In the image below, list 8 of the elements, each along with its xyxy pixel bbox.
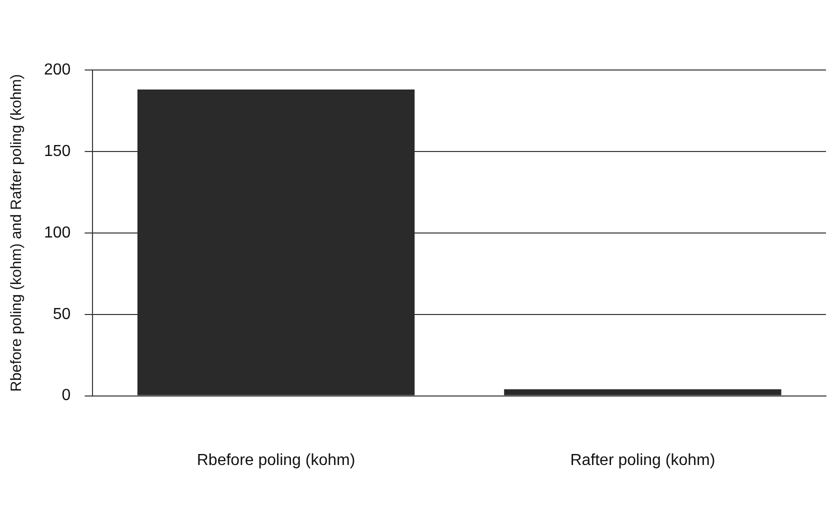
y-axis-title: Rbefore poling (kohm) and Rafter poling (kohm)	[8, 74, 26, 392]
y-tick-label: 150	[44, 142, 71, 160]
y-tick-label: 50	[52, 306, 71, 323]
x-tick-label: Rbefore poling (kohm)	[196, 452, 356, 469]
y-tick-label: 100	[44, 224, 71, 242]
y-tick-label: 200	[44, 61, 71, 78]
x-tick-label: Rafter poling (kohm)	[570, 452, 716, 469]
y-tick-label: 0	[62, 387, 71, 404]
